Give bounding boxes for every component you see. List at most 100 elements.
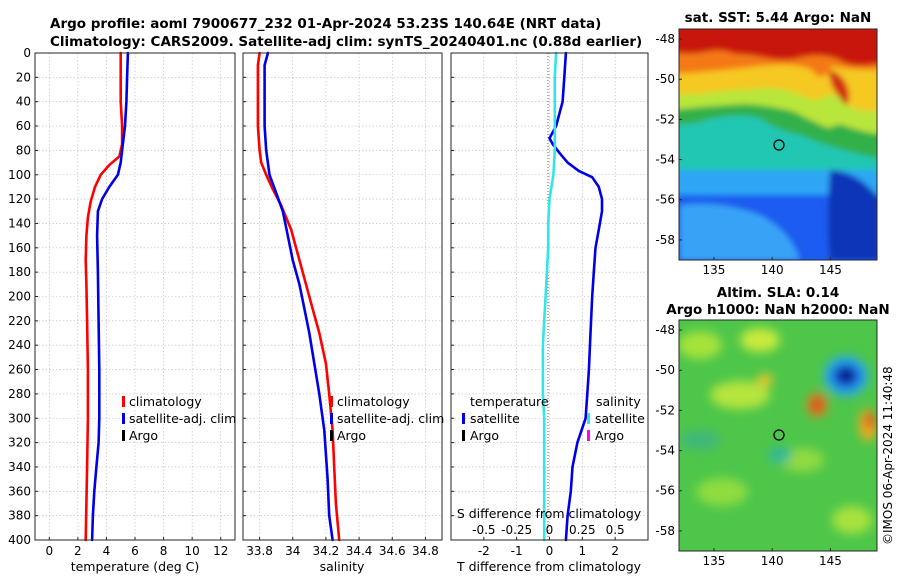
salinity-panel: 33.8 34 34.2 34.4 34.6 34.8 salinity climatol… <box>242 51 444 574</box>
legend-swatch-climatology <box>330 396 333 407</box>
argo-location-marker <box>773 429 785 441</box>
y-tick-label: 20 <box>16 70 31 84</box>
difference-legend: temperature satellite Argo salinity sate… <box>462 394 645 443</box>
argo-location-marker <box>773 139 785 151</box>
difference-grid <box>451 52 648 541</box>
legend-swatch-satellite <box>122 413 125 424</box>
series-line-satellite-adj-clim <box>263 51 334 542</box>
salinity-grid <box>243 52 442 541</box>
y-tick-label: 220 <box>8 314 31 328</box>
y-tick-label: 360 <box>8 484 31 498</box>
y-tick-label: 340 <box>8 460 31 474</box>
y-tick-label: 200 <box>8 290 31 304</box>
temperature-xlabel: temperature (deg C) <box>71 559 200 574</box>
temperature-legend: climatology satellite-adj. clim Argo <box>122 394 236 443</box>
salinity-series <box>256 51 341 542</box>
salinity-ticks: 33.8 34 34.2 34.4 34.6 34.8 <box>243 52 439 558</box>
x-tick-label: 34 <box>285 544 300 558</box>
x-tick-label: 2 <box>611 544 619 558</box>
legend-label-satellite: satellite-adj. clim <box>337 411 444 426</box>
map-x-tick-label: 135 <box>702 554 725 568</box>
temperature-axes-frame <box>34 52 236 541</box>
legend-label-satellite: satellite-adj. clim <box>129 411 236 426</box>
watermark: ©IMOS 06-Apr-2024 11:40:48 <box>881 366 895 545</box>
secondary-x-tick-label: 0.5 <box>606 523 625 537</box>
series-line-satellite-adj-clim <box>90 51 130 542</box>
map-y-tick-label: -52 <box>655 112 675 126</box>
map-x-tick-label: 140 <box>761 554 784 568</box>
legend-label-t-argo: Argo <box>470 428 499 443</box>
x-tick-label: 34.8 <box>412 544 439 558</box>
x-tick-label: 4 <box>103 544 111 558</box>
legend-label-s-satellite: satellite <box>595 411 645 426</box>
map-x-tick-label: 135 <box>702 263 725 277</box>
map-y-tick-label: -54 <box>655 153 675 167</box>
legend-label-s-argo: Argo <box>595 428 624 443</box>
salinity-axes-frame <box>242 52 443 541</box>
y-tick-label: 120 <box>8 192 31 206</box>
y-tick-label: 140 <box>8 216 31 230</box>
sst-map-ticks: 135 140 145 -48 -50 -52 -54 -56 -58 <box>655 32 841 277</box>
x-tick-label: -1 <box>511 544 523 558</box>
sla-map-frame <box>678 319 878 552</box>
legend-swatch-argo <box>122 430 125 441</box>
x-tick-label: 8 <box>160 544 168 558</box>
x-tick-label: 12 <box>213 544 228 558</box>
sst-map: sat. SST: 5.44 Argo: NaN 135 140 145 -48 -50… <box>655 10 878 277</box>
y-tick-label: 260 <box>8 363 31 377</box>
y-tick-label: 100 <box>8 168 31 182</box>
y-tick-label: 80 <box>16 143 31 157</box>
y-tick-label: 320 <box>8 436 31 450</box>
y-tick-label: 0 <box>23 46 31 60</box>
temperature-ticks: 0204060801001201401601802002202402602803… <box>8 46 228 558</box>
map-y-tick-label: -58 <box>655 233 675 247</box>
x-tick-label: 1 <box>579 544 587 558</box>
y-tick-label: 160 <box>8 241 31 255</box>
y-tick-label: 400 <box>8 533 31 547</box>
x-tick-label: 34.4 <box>346 544 373 558</box>
y-tick-label: 240 <box>8 338 31 352</box>
x-tick-label: 34.6 <box>379 544 406 558</box>
legend-swatch-t-argo <box>462 430 465 441</box>
y-tick-label: 60 <box>16 119 31 133</box>
legend-label-t-satellite: satellite <box>470 411 520 426</box>
difference-ticks: -2 -1 0 1 2 -0.5 -0.25 0 0.25 0.5 <box>451 52 625 558</box>
temperature-panel: 0204060801001201401601802002202402602803… <box>8 46 236 574</box>
sla-map-title-line1: Altim. SLA: 0.14 <box>717 285 839 301</box>
sst-field <box>679 29 877 260</box>
secondary-x-tick-label: 0.25 <box>569 523 596 537</box>
x-tick-label: 6 <box>131 544 139 558</box>
map-y-tick-label: -56 <box>655 193 675 207</box>
x-tick-label: 2 <box>74 544 82 558</box>
series-line-salinity-satellite <box>541 51 558 542</box>
legend-swatch-t-satellite <box>462 413 465 424</box>
y-tick-label: 300 <box>8 411 31 425</box>
figure-title-line2: Climatology: CARS2009. Satellite-adj cli… <box>50 34 642 50</box>
legend-label-climatology: climatology <box>337 394 410 409</box>
temperature-grid <box>35 52 235 541</box>
legend-label-climatology: climatology <box>129 394 202 409</box>
legend-title-temperature: temperature <box>470 394 549 409</box>
x-tick-label: 0 <box>45 544 53 558</box>
y-tick-label: 380 <box>8 509 31 523</box>
series-line-climatology <box>256 51 341 542</box>
secondary-x-tick-label: -0.5 <box>472 523 495 537</box>
map-x-tick-label: 145 <box>819 263 842 277</box>
map-y-tick-label: -50 <box>655 72 675 86</box>
legend-label-argo: Argo <box>337 428 366 443</box>
legend-label-argo: Argo <box>129 428 158 443</box>
map-y-tick-label: -54 <box>655 444 675 458</box>
x-tick-label: 0 <box>546 544 554 558</box>
y-tick-label: 280 <box>8 387 31 401</box>
legend-swatch-argo <box>330 430 333 441</box>
salinity-xlabel: salinity <box>320 559 365 574</box>
map-y-tick-label: -50 <box>655 363 675 377</box>
salinity-legend: climatology satellite-adj. clim Argo <box>330 394 444 443</box>
difference-xlabel: T difference from climatology <box>456 559 642 574</box>
map-y-tick-label: -56 <box>655 484 675 498</box>
map-x-tick-label: 145 <box>819 554 842 568</box>
sst-map-frame <box>678 28 878 261</box>
x-tick-label: 34.2 <box>313 544 340 558</box>
sst-map-title: sat. SST: 5.44 Argo: NaN <box>685 10 872 26</box>
